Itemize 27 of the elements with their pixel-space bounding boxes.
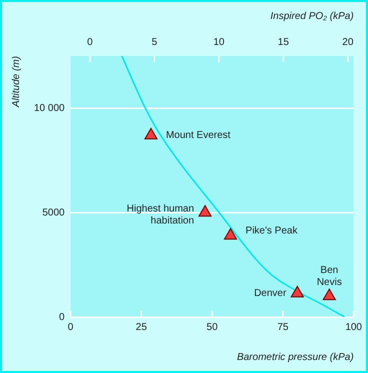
annotation: Pike's Peak	[246, 225, 298, 236]
annotation: Highest human habitation	[126, 203, 194, 226]
y-tick-label: 0	[59, 312, 66, 323]
x-tick-label: 25	[136, 322, 148, 333]
annotation: Mount Everest	[166, 130, 231, 142]
x-tick-label: 75	[277, 322, 289, 333]
x2-tick-label: 10	[213, 36, 225, 48]
x-tick-label: 100	[345, 322, 362, 333]
x2-tick-label: 20	[342, 36, 354, 48]
x2-axis-title: Inspired PO₂ (kPa)	[270, 10, 354, 22]
x2-tick-label: 5	[152, 36, 158, 48]
x2-tick-label: 0	[87, 36, 94, 48]
x-axis-title: Barometric pressure (kPa)	[236, 352, 354, 363]
point	[198, 205, 212, 217]
y-tick-label: 5000	[42, 207, 66, 218]
x-tick-label: 0	[68, 322, 74, 333]
x-tick-label: 50	[206, 322, 218, 333]
annotation: Denver	[254, 288, 287, 300]
line-series	[121, 56, 346, 317]
annotation: Ben Nevis	[316, 264, 342, 288]
x2-tick-label: 15	[278, 36, 290, 48]
point	[322, 288, 336, 300]
point	[224, 228, 238, 240]
y-axis-title: Altitude (m)	[10, 56, 22, 108]
point	[290, 286, 304, 298]
point	[144, 128, 158, 140]
y-tick-label: 10 000	[34, 102, 66, 114]
